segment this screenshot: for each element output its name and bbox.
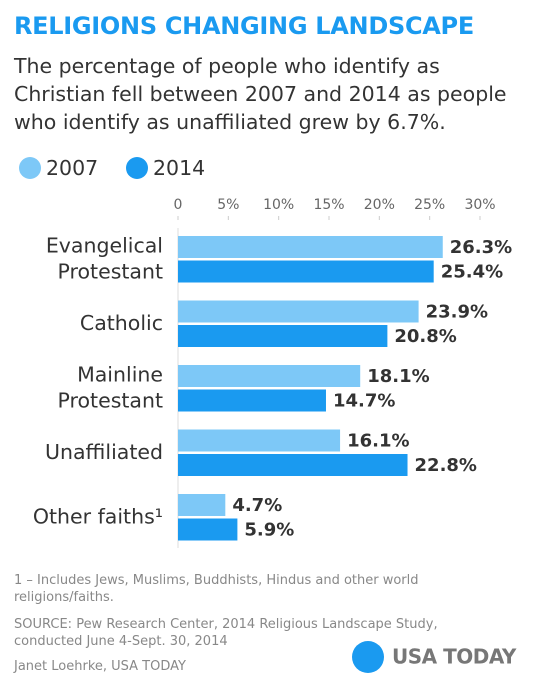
bar	[178, 236, 443, 258]
bar	[178, 454, 408, 476]
logo-icon	[352, 641, 384, 673]
chart-title: RELIGIONS CHANGING LANDSCAPE	[14, 12, 474, 40]
y-tick-label-line: Protestant	[58, 259, 163, 283]
x-tick-label: 20%	[364, 197, 395, 213]
bar	[178, 429, 341, 452]
legend-swatch	[19, 157, 41, 179]
legend-label: 2014	[153, 156, 205, 180]
y-tick-label-line: Other faiths¹	[33, 504, 163, 528]
bar	[178, 389, 326, 412]
data-label: 14.7%	[333, 391, 395, 412]
legend-label: 2007	[46, 156, 98, 180]
data-label: 5.9%	[244, 520, 294, 541]
y-tick-label-line: Unaffiliated	[45, 440, 163, 464]
data-label: 4.7%	[232, 495, 282, 516]
data-label: 22.8%	[415, 455, 477, 476]
y-tick-label: Other faiths¹	[33, 504, 163, 528]
x-tick-label: 5%	[217, 197, 239, 213]
bar	[178, 518, 238, 541]
y-tick-label: Unaffiliated	[45, 440, 163, 464]
x-tick-label: 25%	[414, 197, 445, 213]
y-tick-label: Catholic	[80, 311, 163, 335]
y-tick-label: Evangelical Protestant	[46, 233, 163, 283]
data-label: 16.1%	[347, 431, 409, 452]
data-label: 26.3%	[450, 237, 512, 258]
data-label: 23.9%	[426, 302, 488, 323]
credit: Janet Loehrke, USA TODAY	[14, 659, 186, 674]
data-label: 25.4%	[441, 262, 503, 283]
data-label: 18.1%	[367, 366, 429, 387]
x-tick-label: 30%	[464, 197, 495, 213]
y-tick-label-line: Protestant	[58, 388, 163, 412]
y-tick-label-line: Mainline	[77, 362, 163, 386]
source: SOURCE: Pew Research Center, 2014 Religi…	[14, 617, 438, 649]
bar	[178, 494, 226, 516]
x-tick-label: 0	[174, 197, 183, 213]
x-tick-label: 15%	[313, 197, 344, 213]
bar	[178, 260, 434, 283]
data-label: 20.8%	[394, 326, 456, 347]
x-tick-label: 10%	[263, 197, 294, 213]
legend-swatch	[126, 157, 148, 179]
chart-subtitle: The percentage of people who identify as…	[14, 54, 507, 134]
bar	[178, 300, 419, 323]
footnote: 1 – Includes Jews, Muslims, Buddhists, H…	[14, 573, 419, 605]
y-tick-label: Mainline Protestant	[58, 362, 163, 412]
y-tick-label-line: Catholic	[80, 311, 163, 335]
bar	[178, 365, 361, 387]
bar	[178, 325, 388, 347]
logo-text: USA TODAY	[392, 645, 517, 669]
y-tick-label-line: Evangelical	[46, 233, 163, 257]
